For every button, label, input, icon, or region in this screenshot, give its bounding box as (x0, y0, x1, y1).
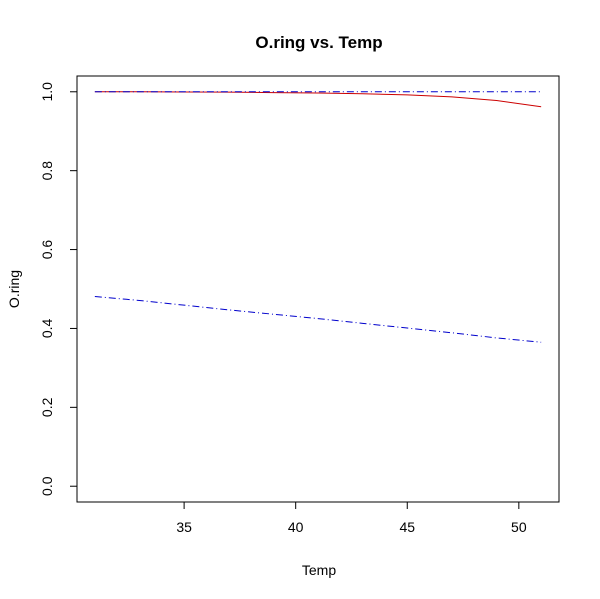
y-tick-label: 0.4 (39, 319, 55, 339)
x-tick-label: 50 (511, 519, 527, 535)
x-axis-label: Temp (302, 562, 336, 578)
y-tick-label: 0.6 (39, 240, 55, 260)
y-tick-label: 0.2 (39, 397, 55, 417)
y-tick-label: 0.0 (39, 476, 55, 496)
y-tick-label: 1.0 (39, 82, 55, 102)
y-axis-label: O.ring (6, 270, 22, 308)
x-axis: 35 40 45 50 (176, 501, 527, 535)
series-layer (94, 91, 542, 343)
x-tick-label: 45 (399, 519, 415, 535)
chart-title: O.ring vs. Temp (255, 33, 382, 52)
x-tick-label: 40 (288, 519, 304, 535)
series-line-3 (94, 295, 542, 343)
y-axis: 0.0 0.2 0.4 0.6 0.8 1.0 (39, 82, 78, 496)
y-tick-label: 0.8 (39, 161, 55, 181)
x-tick-label: 35 (176, 519, 192, 535)
